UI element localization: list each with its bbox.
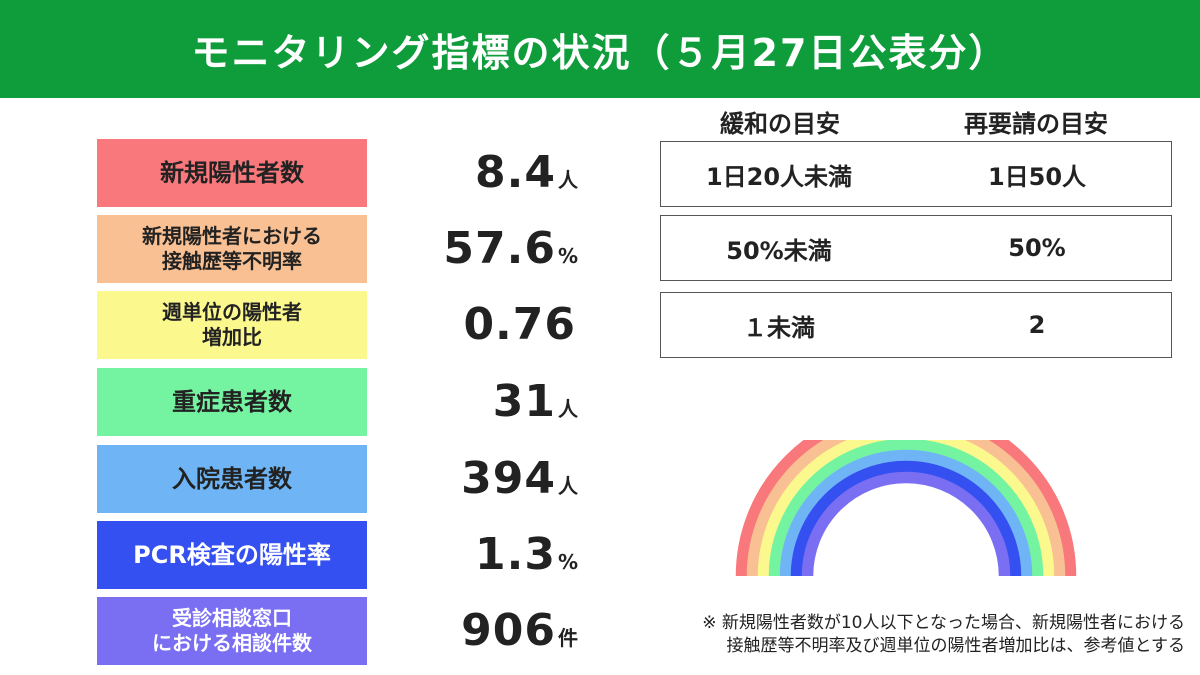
indicator-value-severe-patients: 31 人 <box>400 368 578 436</box>
value-number: 0.76 <box>463 299 576 350</box>
footnote: ※ 新規陽性者数が10人以下となった場合、新規陽性者における 接触歴等不明率及び… <box>620 612 1185 658</box>
value-unit: 人 <box>558 168 578 192</box>
indicator-label-text: PCR検査の陽性率 <box>133 541 331 569</box>
rainbow-band <box>757 440 1055 577</box>
indicator-label-new-cases: 新規陽性者数 <box>97 139 367 207</box>
value-unit: 人 <box>558 397 578 421</box>
column-heading-relax: 緩和の目安 <box>720 110 840 138</box>
value-number: 8.4 <box>475 147 556 198</box>
criteria-box-unknown-contact-rate: 50%未満 50% <box>660 215 1172 281</box>
criteria-relax-value: １未満 <box>743 313 815 342</box>
page-title: モニタリング指標の状況（５月27日公表分） <box>191 30 1009 75</box>
indicator-label-hospitalized-patients: 入院患者数 <box>97 445 367 513</box>
indicator-value-weekly-increase-ratio: 0.76 <box>400 291 578 359</box>
value-unit: 人 <box>558 474 578 498</box>
rainbow-illustration <box>735 440 1077 577</box>
indicator-label-text: 重症患者数 <box>172 388 292 416</box>
rainbow-band <box>735 440 1077 577</box>
indicator-label-unknown-contact-rate: 新規陽性者における 接触歴等不明率 <box>97 215 367 283</box>
indicator-value-new-cases: 8.4 人 <box>400 139 578 207</box>
footnote-line: 接触歴等不明率及び週単位の陽性者増加比は、参考値とする <box>726 635 1186 656</box>
rainbow-band <box>790 460 1022 577</box>
indicator-value-consultation-count: 906 件 <box>400 597 578 665</box>
criteria-request-value: 2 <box>1028 311 1046 339</box>
indicator-label-text: 接触歴等不明率 <box>162 249 302 273</box>
rainbow-band <box>768 440 1044 577</box>
value-number: 1.3 <box>475 529 556 580</box>
value-number: 394 <box>461 453 556 504</box>
indicator-value-pcr-positive-rate: 1.3% <box>400 521 578 589</box>
criteria-relax-value: 1日20人未満 <box>705 162 853 191</box>
value-number: 906 <box>461 605 556 656</box>
indicator-label-text: 受診相談窓口 <box>172 606 292 630</box>
indicator-label-pcr-positive-rate: PCR検査の陽性率 <box>97 521 367 589</box>
value-number: 57.6 <box>443 223 556 274</box>
value-unit: % <box>557 550 578 574</box>
header-bar: モニタリング指標の状況（５月27日公表分） <box>0 0 1200 98</box>
value-number: 31 <box>492 376 556 427</box>
indicator-label-text: 新規陽性者数 <box>160 159 304 187</box>
footnote-line: ※ 新規陽性者数が10人以下となった場合、新規陽性者における <box>702 613 1185 633</box>
value-unit: % <box>557 244 578 268</box>
indicator-label-text: における相談件数 <box>152 631 312 655</box>
criteria-request-value: 50% <box>1008 234 1066 262</box>
criteria-request-value: 1日50人 <box>987 162 1087 191</box>
criteria-box-weekly-increase-ratio: １未満 2 <box>660 292 1172 358</box>
indicator-label-text: 入院患者数 <box>172 465 292 493</box>
value-unit: 件 <box>558 626 578 650</box>
indicator-label-weekly-increase-ratio: 週単位の陽性者 増加比 <box>97 291 367 359</box>
column-heading-request: 再要請の目安 <box>964 110 1108 138</box>
indicator-label-text: 週単位の陽性者 <box>162 300 302 324</box>
indicator-label-severe-patients: 重症患者数 <box>97 368 367 436</box>
rainbow-band <box>779 449 1033 577</box>
criteria-box-new-cases: 1日20人未満 1日50人 <box>660 141 1172 207</box>
indicator-value-hospitalized-patients: 394 人 <box>400 445 578 513</box>
indicator-label-text: 新規陽性者における <box>142 224 322 248</box>
rainbow-band <box>801 471 1011 577</box>
rainbow-band <box>746 440 1066 577</box>
indicator-label-consultation-count: 受診相談窓口 における相談件数 <box>97 597 367 665</box>
indicator-label-text: 増加比 <box>202 325 262 349</box>
indicator-value-unknown-contact-rate: 57.6% <box>400 215 578 283</box>
criteria-relax-value: 50%未満 <box>726 236 832 265</box>
